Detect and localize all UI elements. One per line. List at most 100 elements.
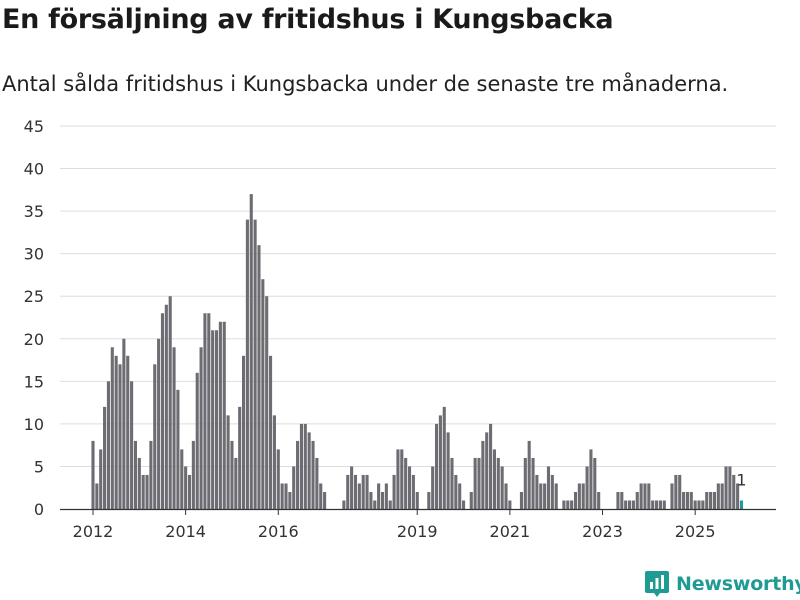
newsworthy-chart-icon <box>645 571 669 597</box>
bar-latest <box>739 500 744 509</box>
bar <box>674 474 678 509</box>
bar <box>523 457 527 509</box>
y-tick-label: 5 <box>34 457 44 476</box>
bar <box>655 500 659 509</box>
bar <box>160 313 165 509</box>
bar <box>296 440 300 509</box>
x-tick-label: 2025 <box>675 522 716 541</box>
y-tick-label: 15 <box>24 372 44 391</box>
bar <box>678 474 682 509</box>
bar <box>577 483 581 509</box>
bar <box>446 432 450 509</box>
bar <box>369 491 373 509</box>
y-tick-label: 45 <box>24 117 44 136</box>
bar <box>736 483 740 509</box>
x-tick-label: 2023 <box>582 522 623 541</box>
bar <box>284 483 288 509</box>
bar <box>106 381 110 509</box>
bar <box>454 474 458 509</box>
brand-logo: Newsworthy <box>644 568 800 600</box>
bar <box>643 483 647 509</box>
bar <box>357 483 361 509</box>
bar <box>724 466 728 509</box>
bar <box>377 483 381 509</box>
bar <box>627 500 632 509</box>
bar <box>133 440 138 509</box>
bar <box>705 491 709 509</box>
bar <box>392 474 396 509</box>
bar <box>477 457 481 509</box>
x-tick-label: 2012 <box>73 522 114 541</box>
bar <box>241 355 246 509</box>
bar <box>195 372 199 509</box>
x-tick-label: 2021 <box>490 522 531 541</box>
bar <box>137 457 141 509</box>
bar <box>566 500 570 509</box>
bar <box>99 449 103 509</box>
bar <box>203 313 207 509</box>
bar <box>222 321 226 509</box>
bar <box>504 483 508 509</box>
bar <box>685 491 689 509</box>
bar <box>126 355 130 509</box>
bar <box>180 449 184 509</box>
bar <box>581 483 585 509</box>
bar <box>245 219 249 509</box>
y-tick-label: 30 <box>24 245 44 264</box>
bar <box>450 457 454 509</box>
y-tick-label: 10 <box>24 415 44 434</box>
bar <box>365 474 369 509</box>
bar <box>141 474 145 509</box>
bar <box>191 440 195 509</box>
bar <box>145 474 149 509</box>
bar <box>261 279 265 509</box>
bar <box>469 491 473 509</box>
bar <box>431 466 435 509</box>
bar <box>214 330 219 509</box>
bar <box>303 423 307 509</box>
bar <box>184 466 188 509</box>
bar <box>496 457 500 509</box>
bar <box>689 491 693 509</box>
bar <box>531 457 535 509</box>
bar <box>342 500 346 509</box>
bar <box>388 500 392 509</box>
bar <box>682 491 686 509</box>
bar <box>253 219 257 509</box>
bar <box>280 483 284 509</box>
bar <box>716 483 720 509</box>
bar <box>597 491 601 509</box>
chart-subtitle: Antal sålda fritidshus i Kungsbacka unde… <box>2 72 729 96</box>
data-labels: 1 <box>736 470 746 489</box>
x-axis-ticks: 2012 2014 2016 2019 2021 2023 2025 <box>73 509 716 541</box>
x-tick-label: 2016 <box>258 522 299 541</box>
bar <box>639 483 643 509</box>
bar <box>438 415 442 509</box>
bar <box>299 423 303 509</box>
bar <box>485 432 489 509</box>
x-tick-label: 2019 <box>397 522 438 541</box>
bar <box>489 423 493 509</box>
bar <box>651 500 655 509</box>
bar <box>543 483 547 509</box>
bar <box>562 500 566 509</box>
bar <box>500 466 504 509</box>
bar <box>373 500 377 509</box>
bar <box>732 474 736 509</box>
bar <box>670 483 674 509</box>
bar <box>311 440 315 509</box>
bar <box>400 449 404 509</box>
bar <box>570 500 574 509</box>
bar <box>238 406 242 509</box>
data-label-latest: 1 <box>736 470 746 489</box>
bar <box>535 474 539 509</box>
bar <box>662 500 666 509</box>
bar <box>458 483 462 509</box>
bar <box>207 313 211 509</box>
bar <box>307 432 311 509</box>
bar <box>149 440 153 509</box>
bar <box>585 466 589 509</box>
bar <box>728 466 732 509</box>
bar <box>249 194 253 510</box>
